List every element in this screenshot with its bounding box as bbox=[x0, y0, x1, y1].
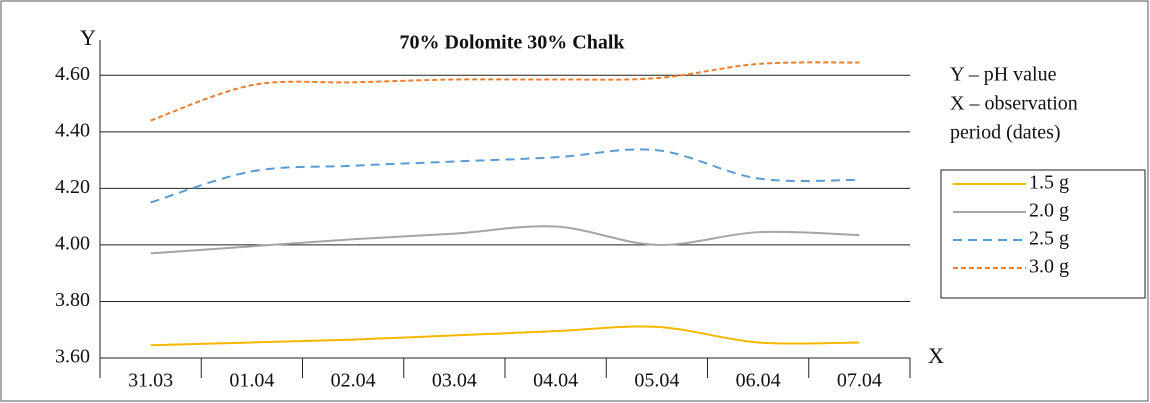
annotation: period (dates) bbox=[950, 122, 1061, 144]
y-tick-label: 3.60 bbox=[55, 346, 90, 368]
data-line bbox=[150, 225, 860, 255]
x-tick-label: 07.04 bbox=[837, 370, 882, 392]
y-tick-label: 4.40 bbox=[55, 119, 90, 141]
chart-title: 70% Dolomite 30% Chalk bbox=[400, 32, 626, 54]
y-tick-label: 3.80 bbox=[55, 289, 90, 311]
x-tick-label: 01.04 bbox=[229, 370, 274, 392]
x-tick-label: 03.04 bbox=[432, 370, 477, 392]
legend-label: 2.5 g bbox=[1029, 228, 1069, 250]
legend-box bbox=[940, 169, 1146, 299]
legend-label: 3.0 g bbox=[1029, 256, 1069, 278]
x-tick-label: 02.04 bbox=[331, 370, 376, 392]
data-line bbox=[150, 148, 860, 204]
y-tick-label: 4.20 bbox=[55, 176, 90, 198]
y-tick-label: 4.60 bbox=[55, 63, 90, 85]
data-line bbox=[150, 325, 860, 347]
data-line bbox=[150, 61, 860, 122]
x-tick-label: 06.04 bbox=[736, 370, 781, 392]
legend-label: 2.0 g bbox=[1029, 200, 1069, 222]
x-tick-label: 04.04 bbox=[533, 370, 578, 392]
y-tick-label: 4.00 bbox=[55, 233, 90, 255]
x-tick-label: 05.04 bbox=[634, 370, 679, 392]
annotation: X – observation bbox=[950, 93, 1078, 115]
y-axis-label: Y bbox=[80, 25, 96, 50]
x-tick-label: 31.03 bbox=[128, 370, 173, 392]
legend-label: 1.5 g bbox=[1029, 172, 1069, 194]
x-axis-label: X bbox=[928, 343, 944, 368]
annotation: Y – pH value bbox=[950, 64, 1057, 86]
